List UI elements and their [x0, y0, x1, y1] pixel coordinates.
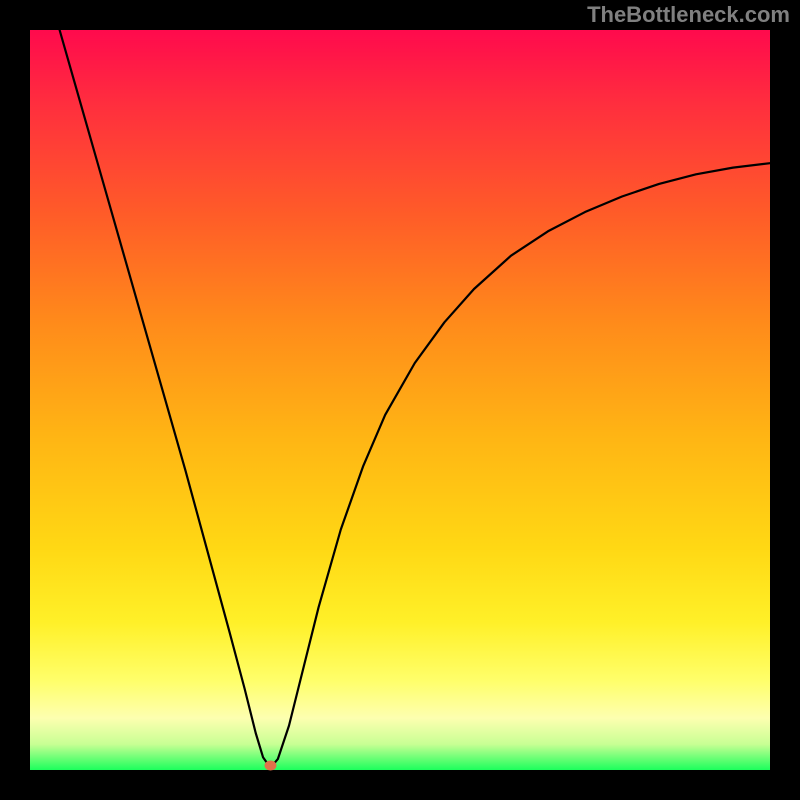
- chart-container: TheBottleneck.com: [0, 0, 800, 800]
- chart-svg: [0, 0, 800, 800]
- plot-background: [30, 30, 770, 770]
- minimum-marker: [265, 761, 277, 771]
- watermark-text: TheBottleneck.com: [587, 2, 790, 28]
